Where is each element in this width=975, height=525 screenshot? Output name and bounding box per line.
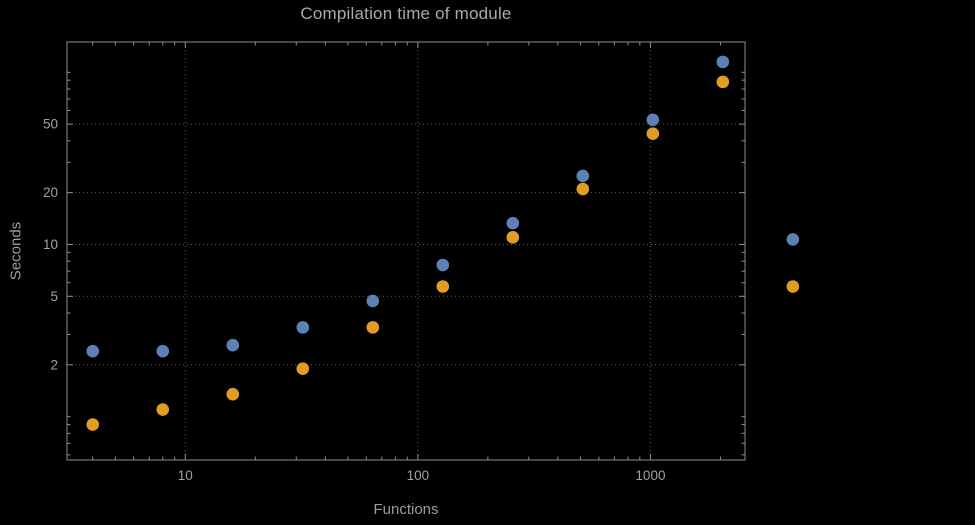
point-series-orange: [506, 231, 520, 244]
point-series-blue: [156, 344, 170, 358]
point-series-orange: [786, 280, 800, 293]
point-series-orange: [156, 403, 170, 416]
point-series-blue: [576, 169, 590, 183]
chart-title: Compilation time of module: [300, 4, 512, 23]
point-series-orange: [646, 127, 660, 141]
point-series-blue: [86, 344, 100, 358]
point-series-blue: [506, 216, 520, 230]
x-tick-label: 10: [178, 468, 193, 483]
plot-frame: [66, 41, 746, 461]
y-tick-label: 10: [43, 237, 58, 252]
point-series-blue: [646, 113, 660, 127]
point-series-orange: [296, 362, 310, 375]
point-series-orange: [576, 182, 590, 196]
y-tick-label: 50: [43, 117, 58, 132]
point-series-blue: [436, 258, 450, 272]
point-series-blue: [226, 338, 240, 352]
point-series-orange: [86, 418, 100, 431]
y-tick-label: 5: [50, 289, 58, 304]
point-series-orange: [436, 280, 450, 293]
x-tick-label: 1000: [635, 468, 665, 483]
y-tick-label: 2: [50, 357, 58, 372]
x-tick-label: 100: [407, 468, 430, 483]
y-tick-label: 20: [43, 185, 58, 200]
point-series-blue: [716, 55, 730, 69]
point-series-orange: [226, 387, 240, 401]
point-series-orange: [366, 321, 380, 334]
x-axis-label: Functions: [373, 501, 439, 518]
point-series-blue: [786, 233, 800, 246]
point-series-orange: [716, 75, 730, 89]
point-series-blue: [366, 294, 380, 308]
point-series-blue: [296, 321, 310, 334]
